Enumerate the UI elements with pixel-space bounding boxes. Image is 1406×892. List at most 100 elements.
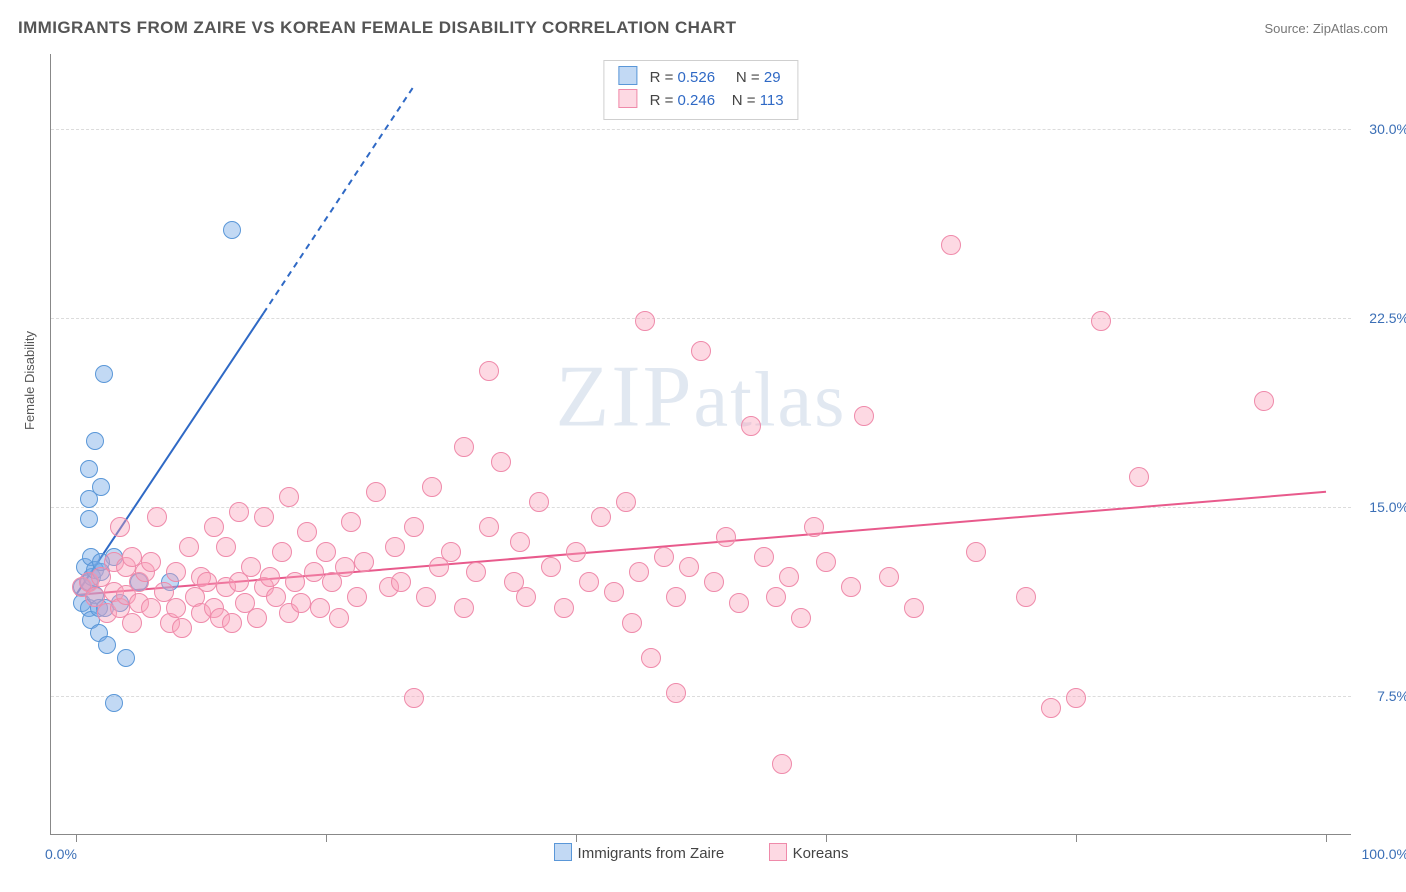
data-point-koreans xyxy=(679,557,699,577)
x-tick xyxy=(576,834,577,842)
data-point-koreans xyxy=(729,593,749,613)
value-R-zaire: 0.526 xyxy=(678,69,716,86)
data-point-koreans xyxy=(1254,391,1274,411)
data-point-koreans xyxy=(247,608,267,628)
data-point-koreans xyxy=(1041,698,1061,718)
y-tick-label: 15.0% xyxy=(1369,499,1406,515)
data-point-koreans xyxy=(510,532,530,552)
data-point-koreans xyxy=(316,542,336,562)
data-point-zaire xyxy=(223,221,241,239)
legend-swatch-zaire xyxy=(554,843,572,861)
data-point-koreans xyxy=(716,527,736,547)
label-N: N xyxy=(732,92,743,109)
data-point-koreans xyxy=(622,613,642,633)
data-point-koreans xyxy=(741,416,761,436)
data-point-koreans xyxy=(616,492,636,512)
watermark-atlas: atlas xyxy=(694,356,847,443)
value-R-koreans: 0.246 xyxy=(678,92,716,109)
stats-row-koreans: R = 0.246 N = 113 xyxy=(618,89,783,112)
data-point-koreans xyxy=(466,562,486,582)
scatter-plot-area: ZIPatlas R = 0.526 N = 29 R = 0.246 N = … xyxy=(50,54,1351,835)
value-N-zaire: 29 xyxy=(764,69,781,86)
x-tick xyxy=(826,834,827,842)
source-link[interactable]: ZipAtlas.com xyxy=(1313,21,1388,36)
y-axis-title: Female Disability xyxy=(22,331,37,430)
data-point-koreans xyxy=(229,502,249,522)
data-point-koreans xyxy=(347,587,367,607)
data-point-koreans xyxy=(754,547,774,567)
data-point-koreans xyxy=(335,557,355,577)
x-tick xyxy=(1326,834,1327,842)
data-point-koreans xyxy=(285,572,305,592)
data-point-koreans xyxy=(479,361,499,381)
data-point-koreans xyxy=(804,517,824,537)
data-point-koreans xyxy=(1016,587,1036,607)
data-point-koreans xyxy=(854,406,874,426)
data-point-koreans xyxy=(404,517,424,537)
data-point-koreans xyxy=(1091,311,1111,331)
grid-line xyxy=(51,696,1351,697)
chart-source: Source: ZipAtlas.com xyxy=(1264,21,1388,36)
data-point-koreans xyxy=(641,648,661,668)
data-point-koreans xyxy=(166,598,186,618)
x-tick-label: 100.0% xyxy=(1362,846,1406,862)
label-R: R xyxy=(650,92,661,109)
data-point-koreans xyxy=(766,587,786,607)
data-point-koreans xyxy=(772,754,792,774)
data-point-koreans xyxy=(654,547,674,567)
data-point-koreans xyxy=(291,593,311,613)
data-point-koreans xyxy=(260,567,280,587)
legend-label-zaire: Immigrants from Zaire xyxy=(578,845,725,862)
data-point-koreans xyxy=(941,235,961,255)
data-point-koreans xyxy=(691,341,711,361)
data-point-koreans xyxy=(197,572,217,592)
data-point-koreans xyxy=(110,517,130,537)
data-point-koreans xyxy=(272,542,292,562)
data-point-koreans xyxy=(791,608,811,628)
data-point-koreans xyxy=(172,618,192,638)
y-tick-label: 22.5% xyxy=(1369,310,1406,326)
data-point-koreans xyxy=(341,512,361,532)
data-point-koreans xyxy=(591,507,611,527)
legend-bottom: Immigrants from Zaire Koreans xyxy=(51,843,1351,862)
data-point-koreans xyxy=(779,567,799,587)
x-tick xyxy=(326,834,327,842)
x-tick xyxy=(1076,834,1077,842)
data-point-koreans xyxy=(366,482,386,502)
data-point-koreans xyxy=(1066,688,1086,708)
data-point-koreans xyxy=(385,537,405,557)
data-point-koreans xyxy=(666,587,686,607)
data-point-koreans xyxy=(204,517,224,537)
trend-lines xyxy=(51,54,1351,834)
data-point-koreans xyxy=(666,683,686,703)
stats-swatch-zaire xyxy=(618,66,637,85)
data-point-koreans xyxy=(491,452,511,472)
y-tick-label: 7.5% xyxy=(1377,688,1406,704)
data-point-koreans xyxy=(635,311,655,331)
data-point-koreans xyxy=(441,542,461,562)
data-point-koreans xyxy=(404,688,424,708)
data-point-koreans xyxy=(179,537,199,557)
chart-header: IMMIGRANTS FROM ZAIRE VS KOREAN FEMALE D… xyxy=(18,18,1388,38)
data-point-koreans xyxy=(629,562,649,582)
value-N-koreans: 113 xyxy=(760,92,784,109)
data-point-koreans xyxy=(841,577,861,597)
data-point-koreans xyxy=(566,542,586,562)
data-point-zaire xyxy=(92,478,110,496)
data-point-zaire xyxy=(80,510,98,528)
legend-swatch-koreans xyxy=(769,843,787,861)
data-point-zaire xyxy=(86,432,104,450)
data-point-koreans xyxy=(279,487,299,507)
data-point-koreans xyxy=(222,613,242,633)
data-point-zaire xyxy=(105,694,123,712)
x-tick xyxy=(76,834,77,842)
data-point-koreans xyxy=(354,552,374,572)
data-point-koreans xyxy=(166,562,186,582)
data-point-koreans xyxy=(454,437,474,457)
data-point-koreans xyxy=(541,557,561,577)
data-point-koreans xyxy=(454,598,474,618)
data-point-zaire xyxy=(80,460,98,478)
watermark-zip: ZIP xyxy=(556,349,694,446)
data-point-koreans xyxy=(391,572,411,592)
x-tick-label: 0.0% xyxy=(45,846,77,862)
